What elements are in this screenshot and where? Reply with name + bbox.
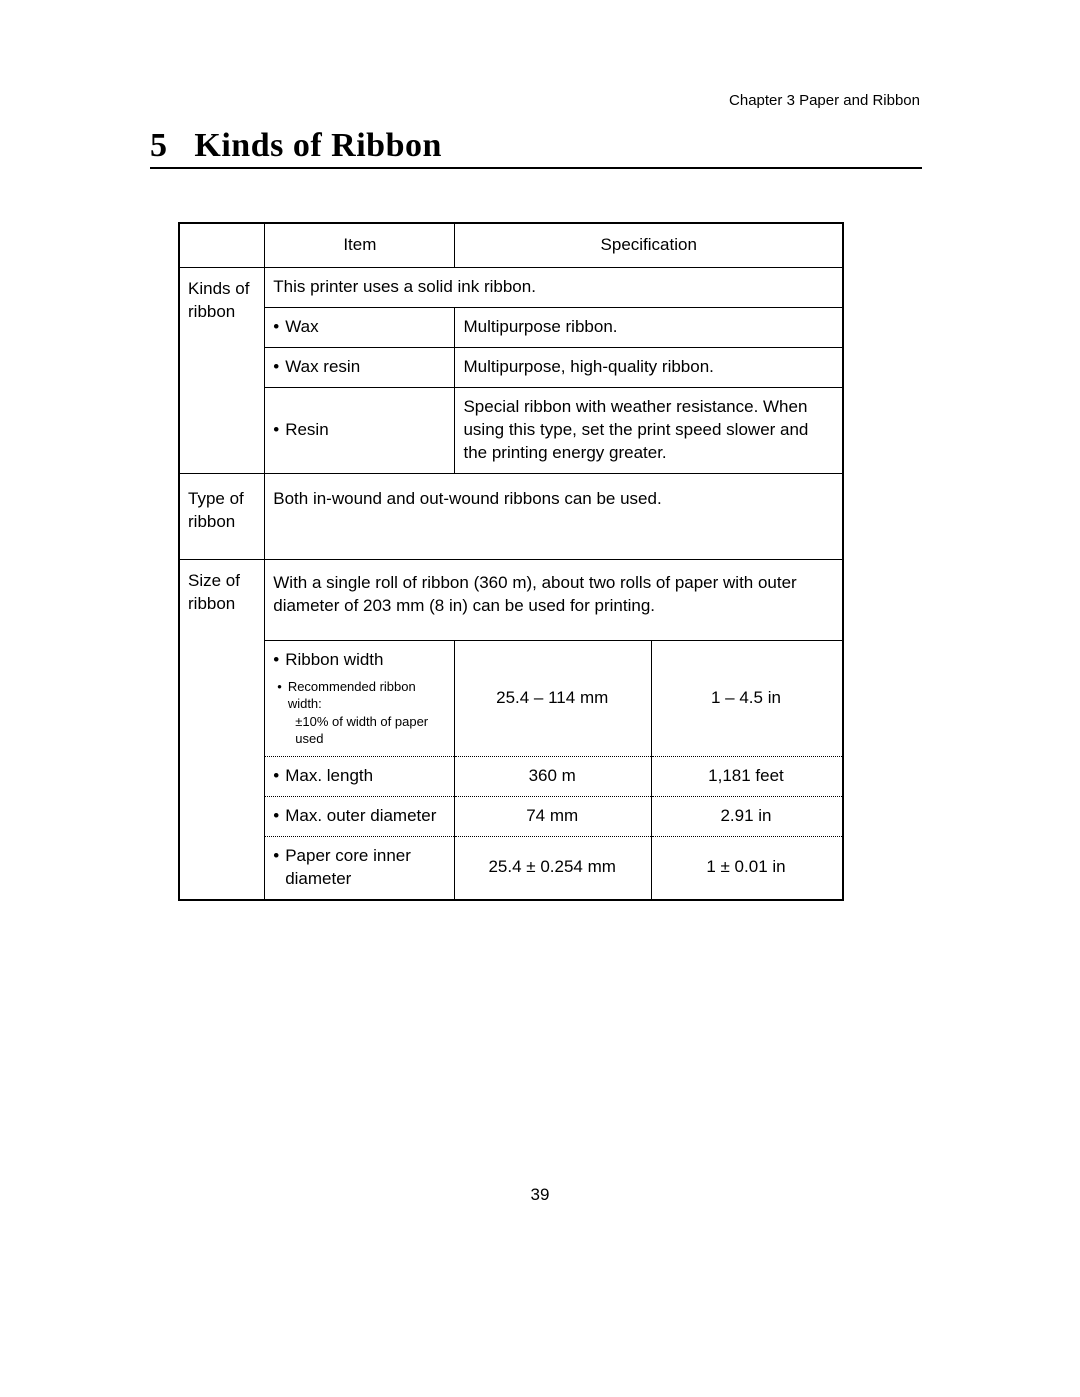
section-title: Kinds of Ribbon [194,127,442,164]
section-title-gap [172,127,190,164]
size-note-label: Recommended ribbon width: [288,678,445,713]
size-intro: With a single roll of ribbon (360 m), ab… [265,560,842,630]
kinds-row-resin: • Resin Special ribbon with weather resis… [180,387,842,473]
bullet-icon: • [273,805,279,828]
size-imperial-width: 1 – 4.5 in [651,640,842,756]
page: Chapter 3 Paper and Ribbon 5 Kinds of Ri… [0,0,1080,1397]
ribbon-table-inner: Item Specification Kinds of ribbon This … [180,224,842,899]
size-imperial-length: 1,181 feet [651,756,842,796]
rowhdr-kinds: Kinds of ribbon [180,267,265,473]
size-metric-length: 360 m [455,756,651,796]
kinds-name-waxresin: Wax resin [285,356,360,379]
rowhdr-size: Size of ribbon [180,560,265,899]
size-row-outer: • Max. outer diameter 74 mm 2.91 in [180,796,842,836]
size-note-text: ±10% of width of paper used [295,713,444,748]
bullet-icon: • [273,649,279,672]
size-label-length: • Max. length [265,756,455,796]
table-header-spec: Specification [455,224,842,267]
bullet-icon: • [273,845,279,891]
kinds-name-resin: Resin [285,419,328,442]
section-title-wrap: 5 Kinds of Ribbon [150,127,922,169]
size-metric-width: 25.4 – 114 mm [455,640,651,756]
kinds-row-wax: • Wax Multipurpose ribbon. [180,307,842,347]
size-label-core-text: Paper core inner diameter [285,845,444,891]
size-imperial-core: 1 ± 0.01 in [651,836,842,898]
rowhdr-type: Type of ribbon [180,473,265,560]
size-metric-core: 25.4 ± 0.254 mm [455,836,651,898]
bullet-icon: • [273,316,279,339]
size-row-length: • Max. length 360 m 1,181 feet [180,756,842,796]
kinds-name-wax: Wax [285,316,318,339]
size-label-length-text: Max. length [285,765,373,788]
size-label-width: •Ribbon width •Recommended ribbon width:… [265,640,455,756]
kinds-spec-wax: Multipurpose ribbon. [455,307,842,347]
size-gap-row [180,630,842,640]
size-intro-row: Size of ribbon With a single roll of rib… [180,560,842,630]
kinds-spec-waxresin: Multipurpose, high-quality ribbon. [455,347,842,387]
type-row: Type of ribbon Both in-wound and out-wou… [180,473,842,560]
size-row-core: •Paper core inner diameter 25.4 ± 0.254 … [180,836,842,898]
size-gap [265,630,842,640]
kinds-item-resin: • Resin [265,387,455,473]
size-label-outer-text: Max. outer diameter [285,805,436,828]
ribbon-table: Item Specification Kinds of ribbon This … [178,222,844,901]
bullet-icon: • [273,419,279,442]
size-label-core: •Paper core inner diameter [265,836,455,898]
kinds-spec-resin: Special ribbon with weather resistance. … [455,387,842,473]
type-text: Both in-wound and out-wound ribbons can … [265,473,842,560]
kinds-item-wax: • Wax [265,307,455,347]
kinds-intro-row: Kinds of ribbon This printer uses a soli… [180,267,842,307]
size-row-width: •Ribbon width •Recommended ribbon width:… [180,640,842,756]
kinds-row-waxresin: • Wax resin Multipurpose, high-quality ri… [180,347,842,387]
table-header-empty [180,224,265,267]
bullet-icon: • [277,678,282,713]
bullet-icon: • [273,356,279,379]
size-label-outer: • Max. outer diameter [265,796,455,836]
kinds-intro: This printer uses a solid ink ribbon. [265,267,842,307]
chapter-header: Chapter 3 Paper and Ribbon [729,92,920,109]
size-imperial-outer: 2.91 in [651,796,842,836]
section-number: 5 [150,127,168,164]
table-header-row: Item Specification [180,224,842,267]
kinds-item-waxresin: • Wax resin [265,347,455,387]
table-header-item: Item [265,224,455,267]
size-metric-outer: 74 mm [455,796,651,836]
bullet-icon: • [273,765,279,788]
page-number: 39 [0,1185,1080,1205]
size-label-width-text: Ribbon width [285,649,383,672]
